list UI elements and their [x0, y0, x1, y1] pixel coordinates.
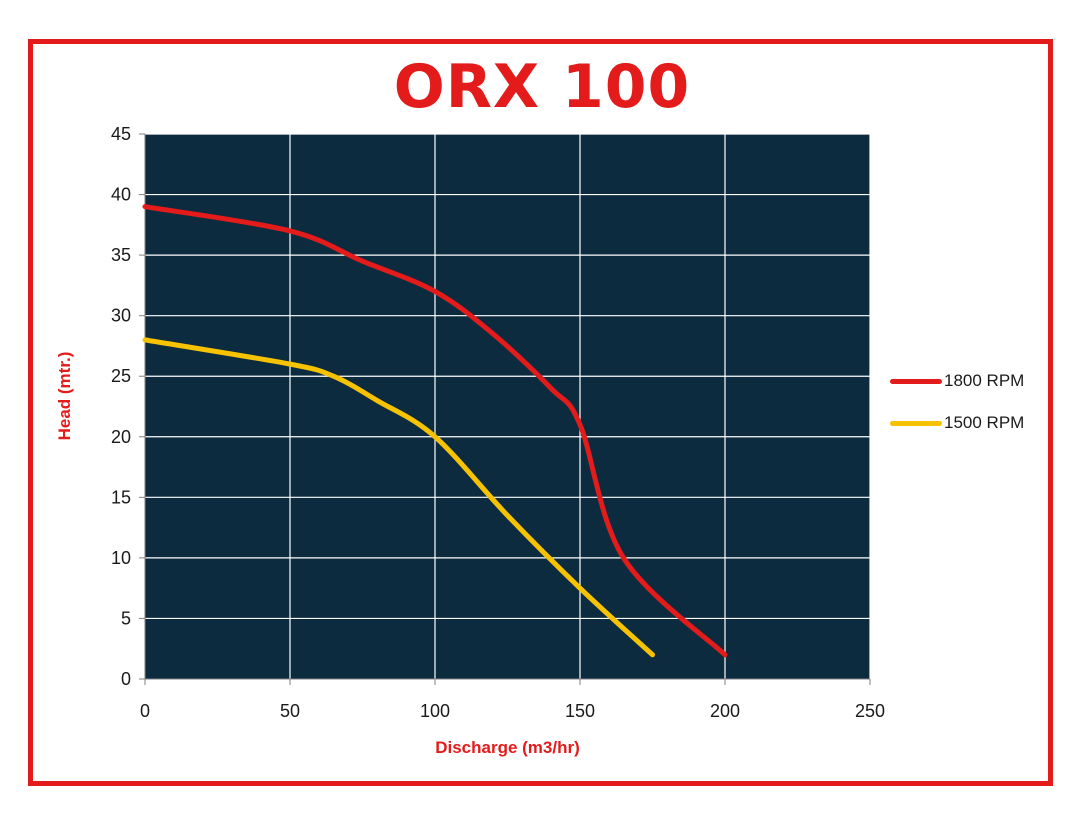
x-tick-label: 200	[710, 701, 740, 721]
legend-item-1500: 1500 RPM	[890, 408, 1024, 438]
y-tick-label: 15	[111, 487, 131, 507]
grid-lines	[145, 133, 871, 679]
x-tick-label: 0	[140, 701, 150, 721]
x-tick-label: 50	[280, 701, 300, 721]
legend-label-1800: 1800 RPM	[944, 371, 1025, 390]
axes	[139, 133, 871, 685]
plot-area	[145, 134, 870, 679]
legend-item-1800: 1800 RPM	[890, 366, 1024, 396]
series-line-1800-rpm	[142, 204, 728, 658]
y-tick-label: 5	[121, 608, 131, 628]
legend-swatch-1800	[890, 378, 942, 384]
y-axis-label: Head (mtr.)	[55, 351, 74, 441]
y-tick-label: 20	[111, 427, 131, 447]
series-line-1500-rpm	[142, 337, 655, 658]
y-tick-label: 40	[111, 185, 131, 205]
legend: 1800 RPM 1500 RPM	[890, 366, 1024, 450]
y-tick-label: 35	[111, 245, 131, 265]
tick-labels: 0 5 10 15 20 25 30 35 40 45 0 50 100 150 200 250	[111, 124, 885, 721]
x-tick-label: 150	[565, 701, 595, 721]
x-tick-label: 100	[420, 701, 450, 721]
y-tick-label: 0	[121, 669, 131, 689]
y-tick-label: 10	[111, 548, 131, 568]
chart-frame	[28, 39, 1053, 786]
legend-swatch-1500	[890, 420, 942, 426]
x-axis-label: Discharge (m3/hr)	[435, 738, 580, 757]
chart-title: ORX 100	[393, 52, 691, 122]
y-tick-label: 25	[111, 366, 131, 386]
legend-label-1500: 1500 RPM	[944, 413, 1025, 432]
x-tick-label: 250	[855, 701, 885, 721]
y-tick-label: 30	[111, 306, 131, 326]
y-tick-label: 45	[111, 124, 131, 144]
series-lines	[142, 204, 728, 658]
